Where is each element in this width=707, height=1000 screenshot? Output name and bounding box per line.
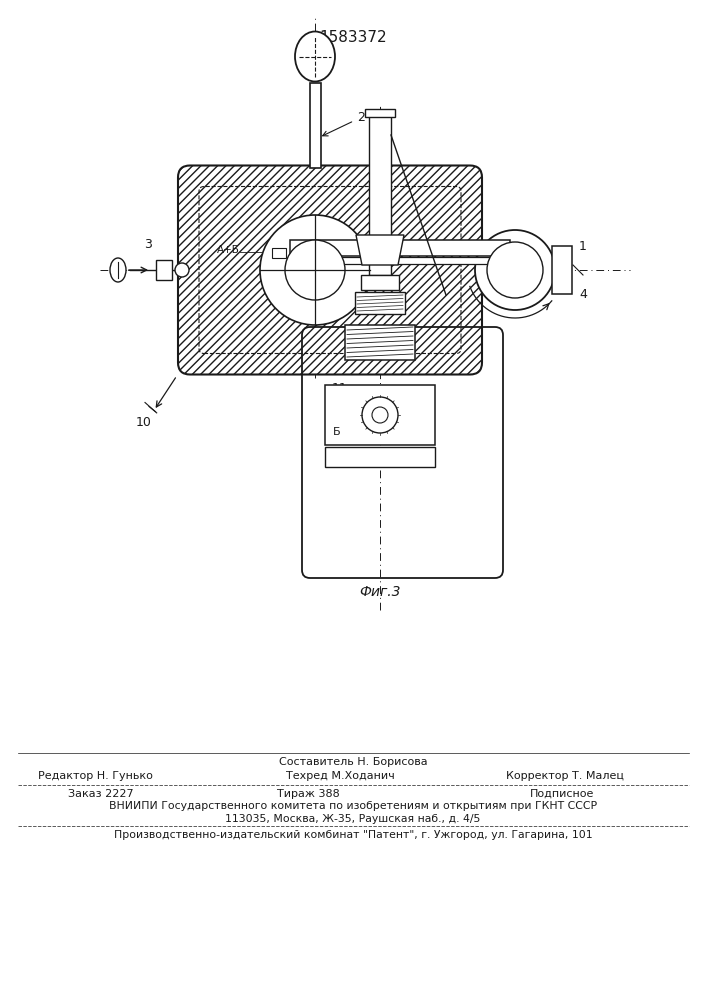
Bar (325, 385, 435, 445)
Circle shape (285, 240, 345, 300)
FancyBboxPatch shape (178, 165, 482, 374)
Circle shape (362, 397, 398, 433)
Text: Подписное: Подписное (530, 789, 595, 799)
Bar (365, 109, 395, 117)
Ellipse shape (110, 258, 126, 282)
Circle shape (260, 215, 370, 325)
Text: А+Б: А+Б (217, 245, 240, 255)
Bar (552, 246, 572, 294)
Bar (156, 260, 172, 280)
Bar (310, 83, 320, 167)
Bar (290, 257, 490, 264)
Text: Фиг.3: Фиг.3 (359, 585, 401, 599)
Text: Фиг.1: Фиг.1 (325, 420, 366, 434)
Text: А: А (385, 297, 392, 307)
Text: Производственно-издательский комбинат "Патент", г. Ужгород, ул. Гагарина, 101: Производственно-издательский комбинат "П… (114, 830, 592, 840)
Ellipse shape (295, 31, 335, 82)
Text: Тираж 388: Тираж 388 (276, 789, 339, 799)
Polygon shape (356, 235, 404, 265)
Circle shape (475, 230, 555, 310)
Text: 4: 4 (579, 288, 587, 301)
Circle shape (487, 242, 543, 298)
Text: Корректор Т. Малец: Корректор Т. Малец (506, 771, 624, 781)
Bar (325, 447, 435, 467)
Text: Редактор Н. Гунько: Редактор Н. Гунько (37, 771, 153, 781)
Bar (345, 325, 415, 360)
Text: 10: 10 (136, 416, 152, 428)
Text: 113035, Москва, Ж-35, Раушская наб., д. 4/5: 113035, Москва, Ж-35, Раушская наб., д. … (226, 814, 481, 824)
Text: ВНИИПИ Государственного комитета по изобретениям и открытиям при ГКНТ СССР: ВНИИПИ Государственного комитета по изоб… (109, 801, 597, 811)
Text: 11: 11 (332, 382, 348, 395)
Text: Составитель Н. Борисова: Составитель Н. Борисова (279, 757, 427, 767)
Bar (355, 292, 405, 314)
Bar (369, 115, 391, 275)
Bar (272, 248, 286, 258)
Bar (290, 240, 510, 256)
Circle shape (175, 263, 189, 277)
Text: 2: 2 (322, 111, 365, 136)
Bar (361, 275, 399, 290)
Circle shape (372, 407, 388, 423)
Text: 3: 3 (144, 238, 152, 251)
Text: 1583372: 1583372 (319, 30, 387, 45)
Text: Заказ 2227: Заказ 2227 (68, 789, 134, 799)
Text: Б: Б (333, 427, 341, 437)
Text: Техред М.Ходанич: Техред М.Ходанич (286, 771, 395, 781)
Text: 1: 1 (579, 240, 587, 253)
